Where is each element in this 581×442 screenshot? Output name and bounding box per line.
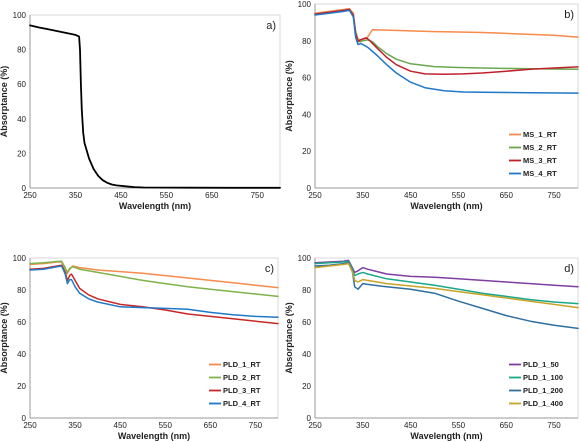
y-tick-label: 40 — [302, 350, 311, 359]
x-tick-label: 250 — [23, 191, 37, 200]
y-tick-label: 80 — [302, 37, 311, 46]
y-tick-label: 20 — [302, 382, 311, 391]
legend-label: PLD_1_100 — [523, 373, 563, 382]
panel-label: d) — [564, 263, 574, 275]
series-line-pld-2-rt — [29, 260, 279, 298]
y-tick-label: 40 — [17, 350, 26, 359]
x-tick-label: 750 — [547, 421, 561, 430]
series-line-ms-3-rt — [314, 8, 579, 76]
legend-label: PLD_2_RT — [223, 373, 261, 382]
x-tick-label: 650 — [205, 191, 219, 200]
y-tick-label: 40 — [302, 110, 311, 119]
y-axis-title: Absorptance (%) — [0, 66, 9, 138]
series-line-pld-1-200 — [314, 262, 579, 330]
x-tick-label: 550 — [452, 191, 466, 200]
y-axis-title: Absorptance (%) — [284, 302, 294, 374]
series-line-pld-1-100 — [314, 260, 579, 305]
panel-label: b) — [564, 9, 574, 21]
y-tick-label: 100 — [13, 254, 27, 263]
x-tick-label: 450 — [404, 191, 418, 200]
y-tick-label: 80 — [302, 286, 311, 295]
legend: MS_1_RT MS_2_RT MS_3_RT MS_4_RT — [509, 130, 557, 178]
series-line-ms-4-rt — [314, 9, 579, 94]
y-tick-label: 80 — [17, 286, 26, 295]
series-line-pld-1-400 — [314, 262, 579, 309]
y-tick-label: 20 — [17, 149, 26, 158]
y-tick-label: 0 — [22, 184, 27, 193]
y-tick-label: 20 — [302, 147, 311, 156]
x-tick-label: 450 — [114, 421, 128, 430]
chart-panel-2: 250 350 450 550 650 750 0 20 40 60 80 100 Wavelength… — [284, 0, 579, 211]
x-tick-label: 250 — [23, 421, 37, 430]
x-tick-label: 250 — [308, 191, 322, 200]
x-tick-label: 350 — [356, 421, 370, 430]
x-tick-label: 450 — [114, 191, 128, 200]
y-tick-label: 100 — [298, 254, 312, 263]
y-tick-label: 20 — [17, 382, 26, 391]
legend-label: MS_3_RT — [523, 156, 557, 165]
y-tick-label: 60 — [302, 74, 311, 83]
y-tick-label: 60 — [17, 318, 26, 327]
legend-label: MS_1_RT — [523, 130, 557, 139]
y-tick-label: 0 — [307, 184, 312, 193]
legend-label: PLD_4_RT — [223, 399, 261, 408]
legend-label: MS_2_RT — [523, 143, 557, 152]
x-tick-label: 350 — [68, 421, 82, 430]
y-tick-label: 80 — [17, 46, 26, 55]
x-tick-label: 650 — [500, 421, 514, 430]
legend-label: PLD_1_200 — [523, 386, 563, 395]
plot-frame — [29, 14, 281, 189]
series-line-pld-4-rt — [29, 265, 279, 318]
y-tick-label: 0 — [22, 414, 27, 423]
chart-panel-3: 250 350 450 550 650 750 0 20 40 60 80 100 Wavelength… — [0, 254, 279, 441]
x-tick-label: 550 — [452, 421, 466, 430]
x-tick-label: 750 — [547, 191, 561, 200]
x-tick-label: 750 — [249, 421, 263, 430]
y-tick-label: 0 — [307, 414, 312, 423]
legend: PLD_1_RT PLD_2_RT PLD_3_RT PLD_4_RT — [209, 360, 261, 408]
x-axis-title: Wavelength (nm) — [410, 431, 482, 441]
series-line-pld-1-50 — [314, 259, 579, 288]
legend-label: PLD_1_400 — [523, 399, 563, 408]
x-tick-label: 550 — [160, 191, 174, 200]
y-axis-title: Absorptance (%) — [0, 302, 9, 374]
x-axis-title: Wavelength (nm) — [410, 201, 482, 211]
x-tick-label: 250 — [308, 421, 322, 430]
x-axis-title: Wavelength (nm) — [118, 431, 190, 441]
chart-panel-4: 250 350 450 550 650 750 0 20 40 60 80 100 Wavelength… — [284, 254, 579, 441]
x-tick-label: 650 — [500, 191, 514, 200]
y-tick-label: 60 — [302, 318, 311, 327]
legend-label: PLD_3_RT — [223, 386, 261, 395]
series-line — [29, 24, 281, 189]
x-tick-label: 650 — [204, 421, 218, 430]
y-tick-label: 40 — [17, 115, 26, 124]
x-tick-label: 350 — [356, 191, 370, 200]
x-tick-label: 450 — [404, 421, 418, 430]
x-axis-title: Wavelength (nm) — [119, 201, 191, 211]
x-tick-label: 550 — [159, 421, 173, 430]
legend-label: MS_4_RT — [523, 169, 557, 178]
legend: PLD_1_50 PLD_1_100 PLD_1_200 PLD_1_400 — [509, 360, 563, 408]
y-axis-title: Absorptance (%) — [284, 60, 294, 132]
x-tick-label: 350 — [69, 191, 83, 200]
panel-label: c) — [265, 263, 274, 275]
y-tick-label: 100 — [13, 11, 27, 20]
legend-label: PLD_1_RT — [223, 360, 261, 369]
chart-panel-1: 250 350 450 550 650 750 0 20 40 60 80 100 Wavelength… — [0, 11, 281, 211]
legend-label: PLD_1_50 — [523, 360, 559, 369]
y-tick-label: 100 — [298, 0, 312, 9]
panel-label: a) — [266, 20, 276, 32]
y-tick-label: 60 — [17, 80, 26, 89]
x-tick-label: 750 — [251, 191, 265, 200]
